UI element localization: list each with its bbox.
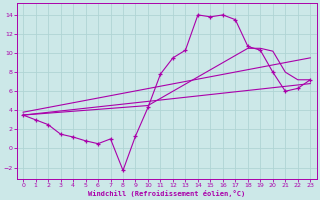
X-axis label: Windchill (Refroidissement éolien,°C): Windchill (Refroidissement éolien,°C) xyxy=(88,190,245,197)
